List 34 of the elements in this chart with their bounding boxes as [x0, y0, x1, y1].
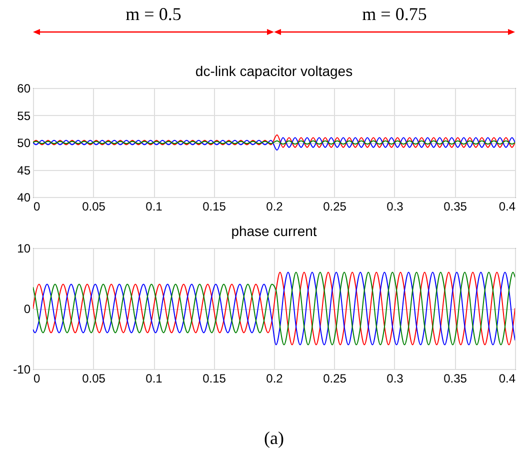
- y-tick-label: 55: [17, 108, 31, 123]
- x-tick-label: 0.4: [498, 200, 516, 214]
- text: m = 0.75: [362, 4, 427, 25]
- line-series: [33, 272, 515, 346]
- y-tick-label: 0: [24, 302, 31, 316]
- line-series: [33, 134, 515, 148]
- x-tick-label: 0.3: [386, 200, 404, 214]
- y-tick-label: 40: [17, 190, 31, 204]
- x-tick-label: 0.25: [323, 372, 347, 386]
- x-tick-label: 0.4: [498, 372, 516, 386]
- x-tick-label: 0.05: [82, 372, 106, 386]
- text: m = 0.5: [126, 4, 182, 25]
- x-tick-label: 0.2: [266, 372, 284, 386]
- x-tick-label: 0.15: [202, 200, 226, 214]
- x-tick-label: 0: [34, 372, 40, 386]
- x-tick-label: 0.35: [444, 372, 468, 386]
- y-tick-label: 10: [17, 242, 31, 256]
- chart-title: dc-link capacitor voltages: [195, 63, 353, 79]
- x-tick-label: 0.1: [146, 372, 163, 386]
- x-tick-label: 0.1: [146, 200, 163, 214]
- y-tick-label: 45: [17, 163, 31, 178]
- y-tick-label: -10: [13, 362, 31, 376]
- x-tick-label: 0.15: [202, 372, 226, 386]
- x-tick-label: 0.35: [444, 200, 468, 214]
- text: (a): [264, 428, 284, 449]
- x-tick-label: 0.25: [323, 200, 347, 214]
- x-tick-label: 0.05: [82, 200, 106, 214]
- x-tick-label: 0: [34, 200, 40, 214]
- line-series: [33, 137, 515, 151]
- y-tick-label: 50: [17, 136, 31, 150]
- y-tick-label: 60: [17, 82, 31, 96]
- chart-title: phase current: [231, 223, 317, 239]
- x-tick-label: 0.3: [386, 372, 404, 386]
- x-tick-label: 0.2: [266, 200, 284, 214]
